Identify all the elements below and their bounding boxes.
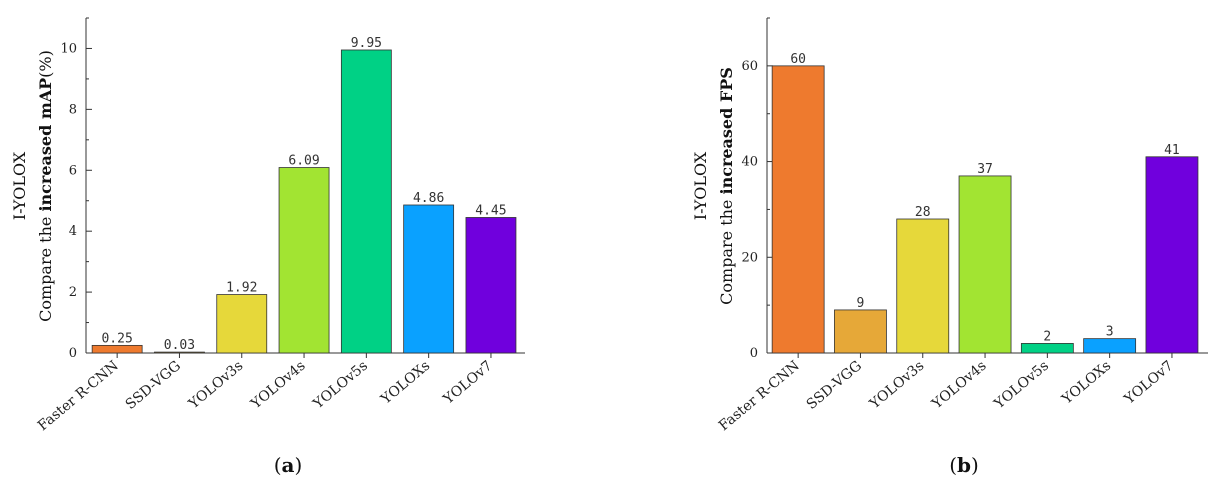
x-tick-label: SSD-VGG [123,358,184,413]
y-axis-title-suffix: (%) [36,50,55,78]
bar [91,344,143,354]
y-axis-title-line1: I-YOLOX [691,151,710,220]
x-tick-label: YOLOv5s [991,358,1052,413]
bar [340,49,392,354]
bar [216,294,268,354]
plot-area-b: 0 20 40 60 60 Faster R-CNN 9 SSD-VGG 28 YOLOv3s 37… [716,17,1208,434]
bar [403,204,455,354]
y-tick-label: 6 [69,163,77,178]
y-tick-label: 60 [741,59,758,74]
data-label: 4.45 [475,203,506,218]
bar [278,167,330,354]
bar [771,65,825,354]
data-label: 60 [790,52,806,67]
y-tick-label: 0 [750,346,758,361]
chart-panel-a: I-YOLOX Compare the increased mAP(%) 0 2 4… [10,17,525,477]
data-label: 41 [1164,143,1180,158]
y-axis-title-bold: increased FPS [717,67,736,194]
bar [1145,156,1199,354]
y-tick-label: 0 [69,346,77,361]
bar [958,175,1012,354]
y-axis-title-line2: Compare the increased mAP(%) [36,50,55,322]
x-tick-label: YOLOv7 [440,358,496,408]
panel-label-a: (a) [274,453,303,477]
y-tick-label: 4 [69,224,77,239]
y-axis-title-prefix: Compare the [36,212,55,322]
data-label: 9 [857,296,865,311]
data-label: 3 [1106,325,1114,340]
x-tick-label: Faster R-CNN [716,358,803,434]
x-tick-label: Faster R-CNN [35,358,122,434]
bar [1083,338,1137,354]
y-tick-label: 40 [741,155,758,170]
bar [465,217,517,354]
panel-label-a-letter: a [282,453,295,477]
panel-label-b: (b) [949,453,979,477]
data-label: 6.09 [288,154,319,169]
x-tick-label: YOLOv5s [310,358,371,413]
x-tick-label: SSD-VGG [804,358,865,413]
bar [896,218,950,354]
x-tick-label: YOLOv4s [928,358,989,413]
plot-area-a: 0 2 4 6 8 10 0.25 Faster R-CNN 0.03 SSD-VGG 1.92 YO… [35,17,525,434]
x-tick-label: YOLOv4s [247,358,308,413]
y-axis-title-prefix: Compare the [717,195,736,305]
data-label: 9.95 [351,36,382,51]
data-label: 2 [1043,329,1051,344]
chart-panel-b: I-YOLOX Compare the increased FPS 0 20 40 6… [691,17,1208,477]
y-tick-label: 20 [741,250,758,265]
data-label: 0.25 [101,331,132,346]
y-axis-title-bold: increased mAP [36,78,55,212]
data-label: 37 [977,162,993,177]
x-tick-label: YOLOXs [377,358,433,408]
x-tick-label: YOLOv3s [866,358,927,413]
y-tick-label: 10 [60,41,77,56]
y-axis-title-line2: Compare the increased FPS [717,67,736,305]
bar [834,309,887,354]
x-tick-label: YOLOXs [1058,358,1114,408]
bar [1020,343,1074,354]
y-axis-title-line1: I-YOLOX [10,151,29,220]
y-tick-label: 2 [69,285,77,300]
x-tick-label: YOLOv3s [185,358,246,413]
data-label: 1.92 [226,281,257,296]
data-label: 28 [915,205,931,220]
y-tick-label: 8 [69,102,77,117]
panel-label-b-letter: b [957,453,971,477]
data-label: 4.86 [413,191,444,206]
x-tick-label: YOLOv7 [1121,358,1177,408]
data-label: 0.03 [164,338,195,353]
